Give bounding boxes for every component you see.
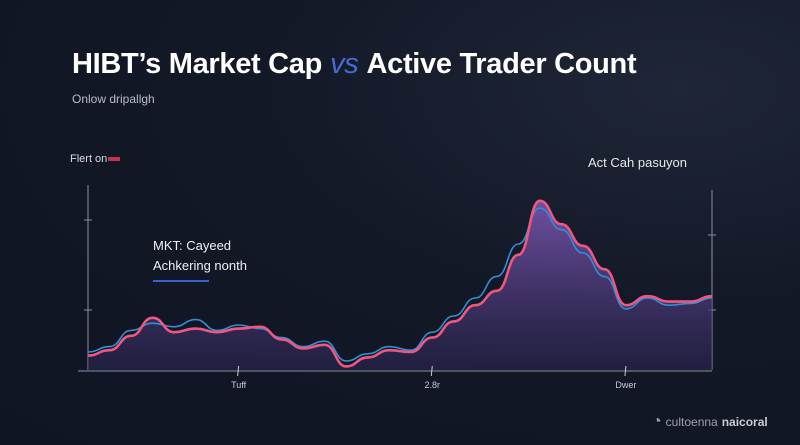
logo-icon: ◔ bbox=[652, 413, 662, 430]
x-tick-label: Tuff bbox=[231, 380, 247, 390]
x-tick-label: Dwer bbox=[615, 380, 637, 390]
x-tick bbox=[430, 365, 433, 377]
watermark-logo: ◔ cultoenna naicoral bbox=[652, 413, 768, 430]
legend-market-cap: Flert on bbox=[70, 153, 121, 165]
vs-mark: vs bbox=[330, 48, 359, 80]
traders-line bbox=[87, 207, 713, 362]
chart-title: HIBT’s Market Cap vs Active Trader Count bbox=[72, 48, 637, 80]
x-tick bbox=[237, 365, 240, 377]
x-tick bbox=[624, 365, 627, 377]
legend-swatch bbox=[108, 157, 121, 162]
x-tick-label: 2.8r bbox=[424, 380, 441, 390]
annotation-underline bbox=[153, 280, 209, 282]
market-cap-line bbox=[87, 199, 713, 368]
chart-subtitle: Onlow dripallgh bbox=[72, 92, 155, 106]
annotation: MKT: Cayeed Achkering nonth bbox=[153, 236, 247, 282]
legend-traders: Act Cah pasuyon bbox=[588, 155, 688, 170]
market-cap-area bbox=[88, 200, 712, 370]
